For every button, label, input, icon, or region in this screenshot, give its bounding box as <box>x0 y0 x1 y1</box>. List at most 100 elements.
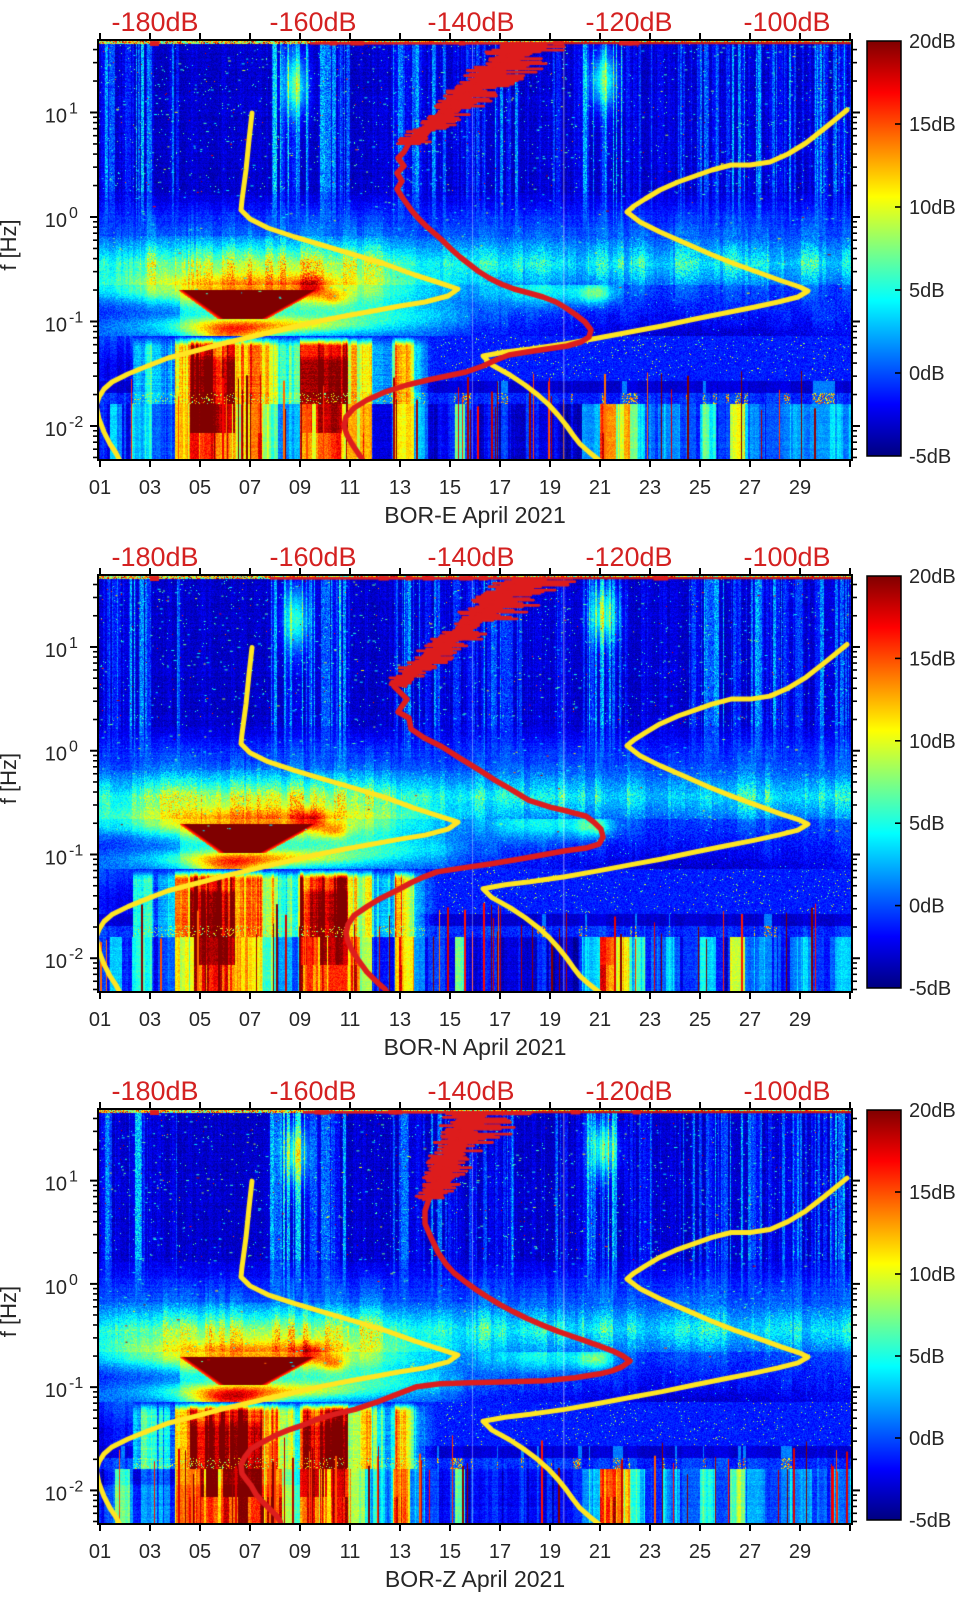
svg-text:-100dB: -100dB <box>743 542 830 572</box>
svg-text:-140dB: -140dB <box>427 7 514 37</box>
svg-text:21: 21 <box>589 477 611 499</box>
svg-text:09: 09 <box>289 1541 311 1563</box>
svg-text:05: 05 <box>189 1541 211 1563</box>
svg-text:-1: -1 <box>69 1375 83 1392</box>
svg-text:20dB: 20dB <box>909 1100 956 1122</box>
svg-text:21: 21 <box>589 1541 611 1563</box>
svg-text:15: 15 <box>439 477 461 499</box>
svg-text:25: 25 <box>689 477 711 499</box>
svg-text:21: 21 <box>589 1009 611 1031</box>
svg-text:13: 13 <box>389 1009 411 1031</box>
svg-text:-140dB: -140dB <box>427 1076 514 1106</box>
svg-text:10: 10 <box>45 951 67 973</box>
svg-text:15: 15 <box>439 1541 461 1563</box>
svg-text:-100dB: -100dB <box>743 1076 830 1106</box>
svg-text:-100dB: -100dB <box>743 7 830 37</box>
svg-text:23: 23 <box>639 1541 661 1563</box>
svg-text:-5dB: -5dB <box>909 1510 951 1532</box>
svg-text:-5dB: -5dB <box>909 446 951 468</box>
svg-text:10: 10 <box>45 419 67 441</box>
svg-text:-180dB: -180dB <box>111 1076 198 1106</box>
svg-text:f [Hz]: f [Hz] <box>0 1286 21 1337</box>
svg-text:1: 1 <box>69 635 78 652</box>
svg-text:1: 1 <box>69 101 78 118</box>
svg-text:-160dB: -160dB <box>269 7 356 37</box>
svg-text:f [Hz]: f [Hz] <box>0 753 21 804</box>
svg-text:05: 05 <box>189 1009 211 1031</box>
svg-text:27: 27 <box>739 1541 761 1563</box>
svg-text:-1: -1 <box>69 310 83 327</box>
svg-text:10: 10 <box>45 744 67 766</box>
svg-text:10: 10 <box>45 1483 67 1505</box>
svg-text:0: 0 <box>69 739 78 756</box>
svg-text:5dB: 5dB <box>909 280 945 302</box>
svg-text:-1: -1 <box>69 842 83 859</box>
svg-text:-2: -2 <box>69 1478 83 1495</box>
svg-text:03: 03 <box>139 1541 161 1563</box>
svg-text:10: 10 <box>45 1174 67 1196</box>
svg-text:-120dB: -120dB <box>585 1076 672 1106</box>
svg-text:-120dB: -120dB <box>585 7 672 37</box>
svg-text:0dB: 0dB <box>909 363 945 385</box>
svg-text:13: 13 <box>389 477 411 499</box>
svg-text:27: 27 <box>739 1009 761 1031</box>
svg-text:07: 07 <box>239 477 261 499</box>
svg-text:01: 01 <box>89 1541 111 1563</box>
svg-text:10dB: 10dB <box>909 197 956 219</box>
svg-text:11: 11 <box>340 1541 361 1563</box>
svg-text:03: 03 <box>139 477 161 499</box>
svg-text:01: 01 <box>89 477 111 499</box>
svg-text:19: 19 <box>539 477 561 499</box>
svg-text:17: 17 <box>489 1009 511 1031</box>
svg-text:20dB: 20dB <box>909 566 956 588</box>
svg-text:10: 10 <box>45 1380 67 1402</box>
svg-text:15: 15 <box>439 1009 461 1031</box>
svg-text:0dB: 0dB <box>909 896 945 918</box>
svg-text:11: 11 <box>340 1009 361 1031</box>
svg-text:5dB: 5dB <box>909 813 945 835</box>
svg-text:17: 17 <box>489 1541 511 1563</box>
svg-text:25: 25 <box>689 1009 711 1031</box>
svg-text:15dB: 15dB <box>909 114 956 136</box>
svg-text:11: 11 <box>340 477 361 499</box>
svg-text:29: 29 <box>789 1009 811 1031</box>
svg-text:15dB: 15dB <box>909 1182 956 1204</box>
svg-text:25: 25 <box>689 1541 711 1563</box>
svg-text:10: 10 <box>45 315 67 337</box>
svg-text:29: 29 <box>789 1541 811 1563</box>
svg-text:10dB: 10dB <box>909 731 956 753</box>
svg-text:10: 10 <box>45 210 67 232</box>
svg-text:05: 05 <box>189 477 211 499</box>
svg-text:-120dB: -120dB <box>585 542 672 572</box>
svg-text:10: 10 <box>45 847 67 869</box>
svg-text:1: 1 <box>69 1169 78 1186</box>
svg-text:-180dB: -180dB <box>111 7 198 37</box>
svg-text:03: 03 <box>139 1009 161 1031</box>
svg-text:07: 07 <box>239 1541 261 1563</box>
svg-text:20dB: 20dB <box>909 31 956 53</box>
svg-text:13: 13 <box>389 1541 411 1563</box>
svg-text:0: 0 <box>69 1272 78 1289</box>
svg-text:-2: -2 <box>69 414 83 431</box>
svg-text:BOR-N April 2021: BOR-N April 2021 <box>384 1034 567 1060</box>
svg-text:10: 10 <box>45 640 67 662</box>
svg-text:0: 0 <box>69 205 78 222</box>
svg-text:27: 27 <box>739 477 761 499</box>
svg-text:5dB: 5dB <box>909 1346 945 1368</box>
svg-text:07: 07 <box>239 1009 261 1031</box>
svg-text:-180dB: -180dB <box>111 542 198 572</box>
svg-text:29: 29 <box>789 477 811 499</box>
svg-text:09: 09 <box>289 1009 311 1031</box>
svg-text:19: 19 <box>539 1541 561 1563</box>
svg-text:23: 23 <box>639 477 661 499</box>
svg-text:-160dB: -160dB <box>269 1076 356 1106</box>
svg-text:17: 17 <box>489 477 511 499</box>
svg-text:0dB: 0dB <box>909 1428 945 1450</box>
svg-text:-140dB: -140dB <box>427 542 514 572</box>
svg-text:BOR-Z April 2021: BOR-Z April 2021 <box>385 1566 565 1592</box>
svg-text:-5dB: -5dB <box>909 978 951 1000</box>
svg-text:10: 10 <box>45 106 67 128</box>
svg-text:BOR-E April 2021: BOR-E April 2021 <box>384 502 566 528</box>
svg-text:01: 01 <box>89 1009 111 1031</box>
svg-text:23: 23 <box>639 1009 661 1031</box>
